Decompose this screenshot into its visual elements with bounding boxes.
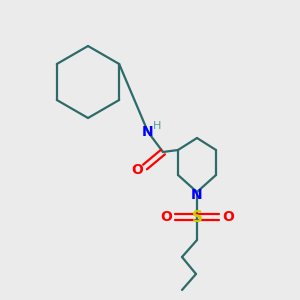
Text: N: N — [191, 188, 203, 202]
Text: N: N — [142, 125, 154, 139]
Text: O: O — [160, 210, 172, 224]
Text: H: H — [153, 121, 161, 131]
Text: S: S — [191, 209, 203, 224]
Text: O: O — [222, 210, 234, 224]
Text: O: O — [131, 163, 143, 177]
